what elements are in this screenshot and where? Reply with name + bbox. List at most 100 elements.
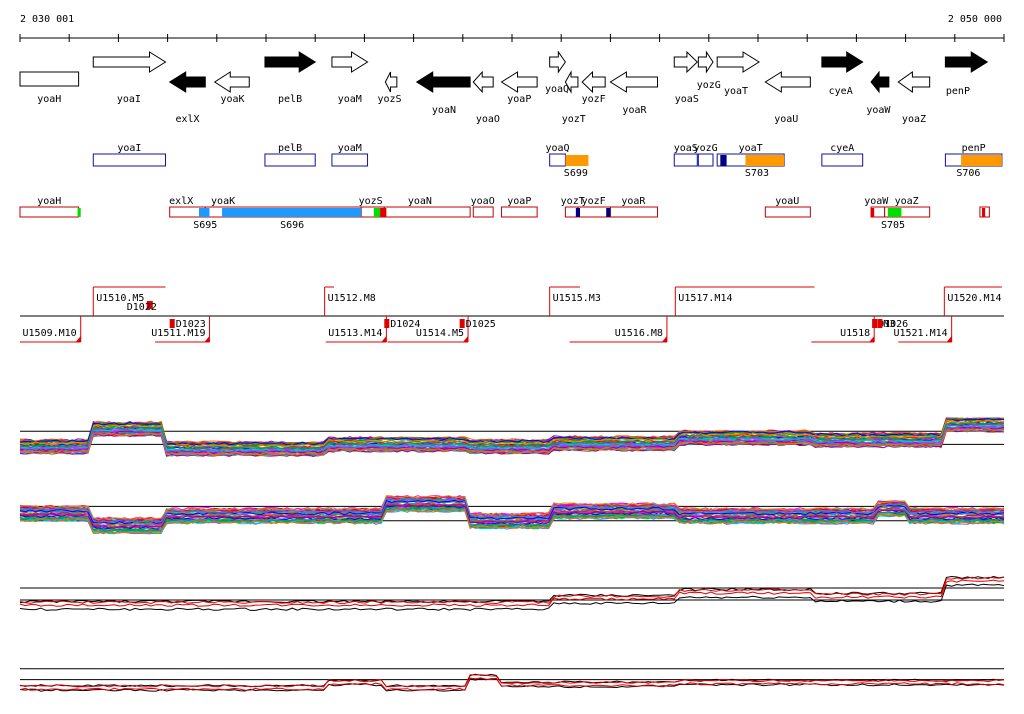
minus-box-label-yoaW: yoaW bbox=[864, 196, 889, 207]
gene-label-yozG: yozG bbox=[697, 80, 721, 91]
gene-label-yozF: yozF bbox=[582, 94, 606, 105]
segment-label-U1509.M10: U1509.M10 bbox=[23, 328, 77, 339]
segment-label-U1516.M8: U1516.M8 bbox=[615, 328, 663, 339]
chart-series-line bbox=[19, 426, 1005, 454]
plus-box-yoaI bbox=[92, 153, 167, 167]
gene-label-exlX: exlX bbox=[175, 114, 199, 125]
gene-arrow-yoaT bbox=[716, 51, 760, 73]
segment-label-D1024: D1024 bbox=[390, 319, 420, 330]
gene-arrow-yoaU bbox=[764, 71, 811, 93]
chart-series-line bbox=[19, 421, 1005, 450]
scale-end-label: 2 050 000 bbox=[948, 14, 1002, 25]
minus-box-label-yoaU: yoaU bbox=[775, 196, 799, 207]
chart-series-line bbox=[19, 506, 1005, 532]
gene-label-yozS: yozS bbox=[377, 94, 401, 105]
chart-series-line bbox=[19, 495, 1005, 521]
segment-minus-flag bbox=[946, 336, 952, 342]
segment-label-U1521.M14: U1521.M14 bbox=[893, 328, 947, 339]
plus-box-label-yoaS: yoaS bbox=[674, 143, 698, 154]
segment-minus-flag bbox=[381, 336, 387, 342]
gene-label-yoaS: yoaS bbox=[675, 94, 699, 105]
plus-box-label-yoaQ: yoaQ bbox=[545, 143, 569, 154]
gene-arrow-yoaI bbox=[92, 51, 167, 73]
gene-label-penP: penP bbox=[946, 86, 970, 97]
plus-feature-label-S699: S699 bbox=[564, 168, 588, 179]
gene-label-yoaK: yoaK bbox=[220, 94, 244, 105]
gene-box-yoaH bbox=[19, 71, 80, 87]
segment-minus-flag bbox=[869, 336, 875, 342]
minus-box-label-yoaH: yoaH bbox=[37, 196, 61, 207]
gene-label-yoaN: yoaN bbox=[432, 105, 456, 116]
gene-label-yoaH: yoaH bbox=[37, 94, 61, 105]
minus-box-yoaH bbox=[19, 206, 80, 218]
segment-label-M3: M3 bbox=[883, 319, 895, 330]
gene-arrow-exlX bbox=[168, 71, 206, 93]
gene-arrow-yozS bbox=[384, 71, 398, 93]
segment-label-U1515.M3: U1515.M3 bbox=[553, 293, 601, 304]
gene-arrow-yoaM bbox=[331, 51, 369, 73]
gene-label-yoaT: yoaT bbox=[724, 86, 748, 97]
gene-arrow-cyeA bbox=[821, 51, 864, 73]
chart-series-line bbox=[19, 508, 1005, 534]
minus-feature-S695 bbox=[199, 208, 210, 217]
chart-series-line bbox=[19, 418, 1005, 446]
minus-feature-S705 bbox=[887, 208, 902, 217]
minus-box-yoaR bbox=[609, 206, 659, 218]
plus-box-label-penP: penP bbox=[962, 143, 986, 154]
gene-label-yoaI: yoaI bbox=[117, 94, 141, 105]
chart-series-line bbox=[19, 425, 1005, 453]
minus-box-label-yoaO: yoaO bbox=[471, 196, 495, 207]
plus-feature-S699 bbox=[565, 155, 589, 166]
minus-box-yoaU bbox=[764, 206, 811, 218]
chart-panel-3 bbox=[19, 575, 1005, 611]
minus-box-yozF bbox=[577, 206, 611, 218]
minus-feature-S696 bbox=[222, 208, 362, 217]
minus-box-label-yoaN: yoaN bbox=[408, 196, 432, 207]
gene-arrow-pelB bbox=[264, 51, 317, 73]
gene-track: yoaH yoaI exlX yoaK pelB yoaM yozS yoaN yoaO yoaP… bbox=[19, 50, 989, 125]
plus-box-pelB bbox=[264, 153, 316, 167]
minus-feature bbox=[982, 208, 986, 217]
chart-panel-2 bbox=[19, 494, 1005, 535]
minus-feature bbox=[380, 208, 387, 217]
plus-feature-label-S703: S703 bbox=[745, 168, 769, 179]
chart-series-line bbox=[19, 583, 1005, 611]
plus-feature-S706 bbox=[961, 155, 1002, 166]
minus-feature bbox=[373, 208, 381, 217]
gene-arrow-yoaZ bbox=[897, 71, 931, 93]
segment-minus-flag bbox=[661, 336, 667, 342]
segment-marker bbox=[169, 319, 175, 328]
segment-marker bbox=[877, 319, 883, 328]
expression-profile-charts bbox=[19, 417, 1005, 692]
segment-label-U1520.M14: U1520.M14 bbox=[947, 293, 1001, 304]
segment-minus-flag bbox=[204, 336, 210, 342]
minus-box-label-exlX: exlX bbox=[169, 196, 193, 207]
gene-arrow-yozG bbox=[697, 50, 714, 74]
gene-arrow-yoaK bbox=[213, 71, 250, 93]
chart-series-line bbox=[19, 503, 1005, 529]
gene-label-yoaP: yoaP bbox=[507, 94, 531, 105]
gene-label-yoaU: yoaU bbox=[774, 114, 798, 125]
chart-series-line bbox=[19, 576, 1005, 605]
chart-series-line bbox=[19, 674, 1005, 688]
minus-box-label-yozT: yozT bbox=[561, 196, 585, 207]
segment-marker bbox=[459, 319, 465, 328]
chart-series-line bbox=[19, 504, 1005, 530]
plus-box-label-yoaI: yoaI bbox=[117, 143, 141, 154]
minus-box-label-yoaK: yoaK bbox=[211, 196, 235, 207]
minus-box-yoaZ bbox=[884, 206, 931, 218]
minus-box-label-yozF: yozF bbox=[582, 196, 606, 207]
gene-arrow-yoaP bbox=[500, 71, 538, 93]
chart-series-line bbox=[19, 575, 1005, 604]
plus-box-label-cyeA: cyeA bbox=[830, 143, 854, 154]
minus-feature bbox=[77, 208, 81, 217]
gene-label-yoaQ: yoaQ bbox=[545, 84, 569, 95]
coordinate-scale: 2 030 001 2 050 000 bbox=[19, 14, 1005, 42]
plus-box-label-yozG: yozG bbox=[694, 143, 718, 154]
scale-start-label: 2 030 001 bbox=[20, 14, 74, 25]
gene-arrow-yozF bbox=[581, 70, 606, 94]
